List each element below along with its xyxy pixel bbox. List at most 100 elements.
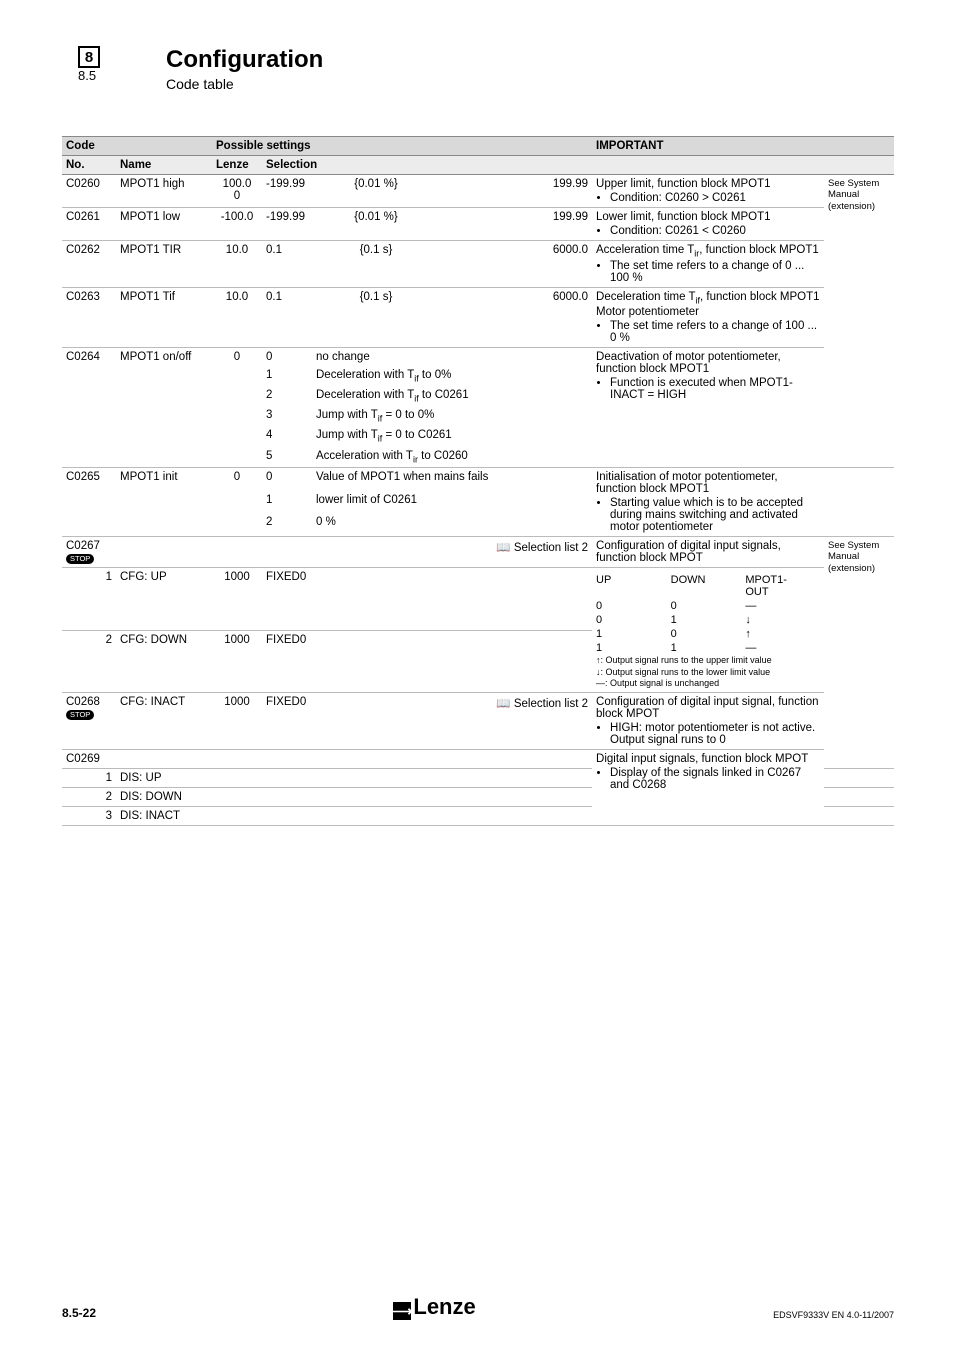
sub-name: CFG: UP: [116, 568, 212, 630]
opt-val: no change: [312, 347, 592, 366]
code-no: C0267: [66, 540, 100, 552]
cell-no: C0263: [62, 288, 116, 347]
cell-imp: Deactivation of motor potentiometer, fun…: [592, 347, 824, 467]
opt-key: 0: [262, 468, 312, 491]
opt-val: Jump with Tif = 0 to C0261: [312, 426, 592, 446]
sub-no: 2: [62, 630, 116, 692]
cell-name: MPOT1 on/off: [116, 347, 212, 467]
cell-lenze: 1000: [212, 693, 262, 750]
imp-bullet: Starting value which is to be accepted d…: [610, 497, 820, 533]
tt-h3: MPOT1-OUT: [745, 573, 820, 599]
row-c0268: C0268 STOP CFG: INACT 1000 FIXED0 📖 Sele…: [62, 693, 894, 750]
cell-no: C0261: [62, 208, 116, 241]
sub-name: DIS: UP: [116, 769, 212, 788]
cell-lenze: 0: [212, 347, 262, 467]
hdr-name: Name: [116, 156, 212, 175]
cell-imp: Upper limit, function block MPOT1 Condit…: [592, 175, 824, 208]
cell-imp: Lower limit, function block MPOT1 Condit…: [592, 208, 824, 241]
hdr-code: Code: [62, 137, 212, 156]
tt-note1: ↑: Output signal runs to the upper limit…: [596, 655, 820, 666]
cell-imp: Deceleration time Tif, function block MP…: [592, 288, 824, 347]
header-titles: Configuration Code table: [166, 46, 323, 92]
chapter-sub: 8.5: [78, 68, 104, 83]
sub-no: 2: [62, 788, 116, 807]
cell-lenze: 100.0 0: [212, 175, 262, 208]
cell-no: C0262: [62, 241, 116, 288]
chapter-block: 8 8.5: [78, 46, 104, 83]
hdr-no: No.: [62, 156, 116, 175]
sub-lenze: 1000: [212, 630, 262, 692]
row-c0262: C0262 MPOT1 TIR 10.0 0.1 {0.1 s} 6000.0 …: [62, 241, 894, 288]
cell-name: CFG: INACT: [116, 693, 212, 750]
header-subtitle: Code table: [166, 76, 323, 92]
cell-no: C0265: [62, 468, 116, 537]
imp-bullet: Condition: C0261 < C0260: [610, 225, 820, 237]
tt-h2: DOWN: [671, 573, 746, 599]
hdr-blank: [592, 156, 894, 175]
page-number: 8.5-22: [62, 1306, 96, 1320]
opt-key: 2: [262, 513, 312, 536]
cell-s3: 199.99: [540, 208, 592, 241]
sub-fix: FIXED0: [262, 568, 592, 630]
cell-fix: FIXED0: [262, 693, 312, 750]
tt-note3: —: Output signal is unchanged: [596, 678, 820, 689]
sub-fix: FIXED0: [262, 630, 592, 692]
cell-no: C0264: [62, 347, 116, 467]
brand-logo: ⟶ Lenze: [393, 1294, 475, 1320]
cell-lenze: [212, 750, 262, 769]
opt-val: lower limit of C0261: [312, 491, 592, 514]
cell-s3: 6000.0: [540, 288, 592, 347]
opt-val: Value of MPOT1 when mains fails: [312, 468, 592, 491]
cell-imp: Configuration of digital input signals, …: [592, 537, 824, 568]
imp-bullet: The set time refers to a change of 100 .…: [610, 320, 820, 344]
opt-val: 0 %: [312, 513, 592, 536]
row-c0265: C0265 MPOT1 init 0 0 Value of MPOT1 when…: [62, 468, 894, 491]
row-c0269: C0269 Digital input signals, function bl…: [62, 750, 894, 769]
cell-lenze: 0: [212, 468, 262, 537]
imp-bullet: Function is executed when MPOT1-INACT = …: [610, 377, 820, 401]
row-c0263: C0263 MPOT1 Tif 10.0 0.1 {0.1 s} 6000.0 …: [62, 288, 894, 347]
header-title: Configuration: [166, 46, 323, 74]
cell-s1: 0.1: [262, 288, 312, 347]
row-c0261: C0261 MPOT1 low -100.0 -199.99 {0.01 %} …: [62, 208, 894, 241]
header-row-2: No. Name Lenze Selection: [62, 156, 894, 175]
opt-val: Deceleration with Tif to 0%: [312, 366, 592, 386]
imp-bullet: Condition: C0260 > C0261: [610, 192, 820, 204]
cell-lenze: 10.0: [212, 241, 262, 288]
row-c0267: C0267 STOP 📖 Selection list 2 Configurat…: [62, 537, 894, 568]
opt-key: 5: [262, 447, 312, 468]
cell-imp: Digital input signals, function block MP…: [592, 750, 824, 826]
cell-name: MPOT1 Tif: [116, 288, 212, 347]
sub-no: 1: [62, 769, 116, 788]
sub-no: 3: [62, 807, 116, 826]
cell-no: C0267 STOP: [62, 537, 116, 568]
cell-s3: 199.99: [540, 175, 592, 208]
cell-s1: -199.99: [262, 208, 312, 241]
doc-reference: EDSVF9333V EN 4.0-11/2007: [773, 1310, 894, 1320]
cell-ext: See System Manual (extension): [824, 537, 894, 769]
cell-no: C0268 STOP: [62, 693, 116, 750]
cell-name: MPOT1 init: [116, 468, 212, 537]
cell-name: [116, 750, 212, 769]
sub-no: 1: [62, 568, 116, 630]
imp-text: Deactivation of motor potentiometer, fun…: [596, 351, 781, 375]
imp-text: Digital input signals, function block MP…: [596, 753, 808, 765]
opt-key: 2: [262, 386, 312, 406]
chapter-number: 8: [78, 46, 100, 68]
imp-text: Lower limit, function block MPOT1: [596, 211, 770, 223]
cell-name: MPOT1 high: [116, 175, 212, 208]
cell-s2: {0.01 %}: [312, 208, 440, 241]
sub-name: CFG: DOWN: [116, 630, 212, 692]
code-table: Code Possible settings IMPORTANT No. Nam…: [62, 136, 894, 826]
cell-imp: Configuration of digital input signal, f…: [592, 693, 824, 750]
imp-text: Configuration of digital input signal, f…: [596, 696, 818, 720]
imp-bullet: Display of the signals linked in C0267 a…: [610, 767, 820, 791]
opt-val: Deceleration with Tif to C0261: [312, 386, 592, 406]
opt-key: 3: [262, 406, 312, 426]
cell-lenze: 10.0: [212, 288, 262, 347]
imp-bullet: The set time refers to a change of 0 ...…: [610, 260, 820, 284]
cell-lenze: [212, 537, 262, 568]
sub-lenze: 1000: [212, 568, 262, 630]
cell-imp: Initialisation of motor potentiometer, f…: [592, 468, 824, 537]
cell-imp: Acceleration time Tir, function block MP…: [592, 241, 824, 288]
